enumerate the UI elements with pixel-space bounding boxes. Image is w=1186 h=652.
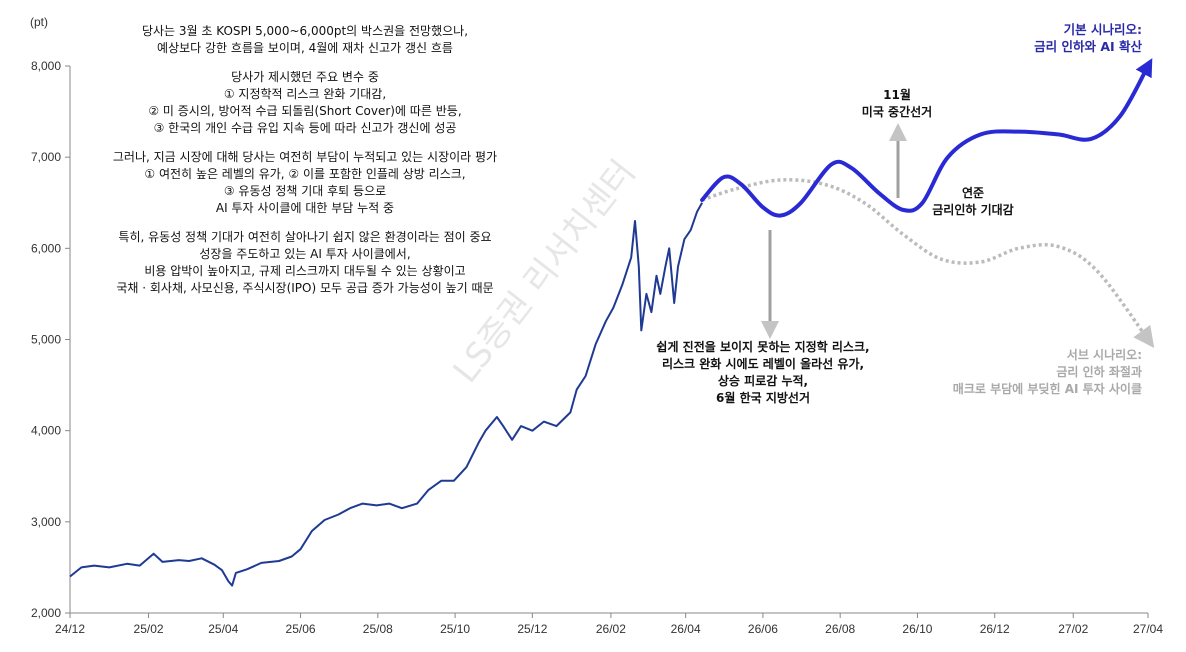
commentary-line: 당사가 제시했던 주요 변수 중 — [231, 70, 379, 84]
x-tick-label: 24/12 — [55, 622, 85, 636]
x-tick-label: 26/08 — [825, 622, 855, 636]
commentary-line: ② 미 증시의, 방어적 수급 되돌림(Short Cover)에 따른 반등, — [148, 104, 461, 118]
commentary-line: 그러나, 지금 시장에 대해 당사는 여전히 부담이 누적되고 있는 시장이라 … — [113, 150, 497, 164]
risk-line: 리스크 완화 시에도 레벨이 올라선 유가, — [662, 356, 864, 371]
election-annotation: 11월 미국 중간선거 — [862, 87, 932, 119]
sub-scenario-line-1: 서브 시나리오: — [1067, 347, 1142, 362]
y-tick-label: 8,000 — [31, 59, 61, 73]
commentary-line: ③ 유동성 정책 기대 후퇴 등으로 — [224, 183, 386, 198]
x-tick-label: 26/12 — [980, 622, 1010, 636]
base-scenario-line-1: 기본 시나리오: — [1064, 22, 1142, 37]
x-tick-label: 25/12 — [517, 622, 547, 636]
x-ticks: 24/12 25/02 25/04 25/06 25/08 25/10 25/12 26/02… — [55, 613, 1163, 636]
x-tick-label: 26/10 — [902, 622, 932, 636]
x-tick-label: 26/06 — [748, 622, 778, 636]
commentary-line: ① 여전히 높은 레벨의 유가, ② 이를 포함한 인플레 상방 리스크, — [144, 167, 465, 181]
sub-scenario-label: 서브 시나리오: 금리 인하 좌절과 매크로 부담에 부딪힌 AI 투자 사이클 — [953, 347, 1142, 396]
commentary-line: 당사는 3월 초 KOSPI 5,000~6,000pt의 박스권을 전망했으나… — [142, 24, 468, 38]
series-layer — [69, 58, 1155, 587]
risk-line: 쉽게 진전을 보이지 못하는 지정학 리스크, — [656, 339, 869, 354]
guide-arrows — [761, 123, 907, 339]
x-tick-label: 25/08 — [363, 622, 393, 636]
risk-annotation: 쉽게 진전을 보이지 못하는 지정학 리스크, 리스크 완화 시에도 레벨이 올라… — [656, 339, 869, 405]
commentary-line: 성장을 주도하고 있는 AI 투자 사이클에서, — [199, 247, 410, 261]
watermark: LS증권 리서치센터 — [446, 153, 644, 391]
y-tick-label: 6,000 — [31, 241, 61, 255]
y-tick-label: 7,000 — [31, 150, 61, 164]
election-line-1: 11월 — [883, 87, 911, 102]
x-tick-label: 25/04 — [208, 622, 238, 636]
x-tick-label: 25/10 — [440, 622, 470, 636]
base-scenario-label: 기본 시나리오: 금리 인하와 AI 확산 — [1034, 22, 1142, 54]
kospi-actual-line — [69, 202, 703, 587]
y-tick-label: 2,000 — [31, 606, 61, 620]
x-tick-label: 27/02 — [1058, 622, 1088, 636]
x-tick-label: 26/04 — [671, 622, 701, 636]
x-tick-label: 25/02 — [134, 622, 164, 636]
commentary-line: 특히, 유동성 정책 기대가 여전히 살아나기 쉽지 않은 환경이라는 점이 중… — [118, 229, 491, 244]
y-tick-label: 5,000 — [31, 333, 61, 347]
fed-line-1: 연준 — [962, 185, 984, 200]
x-tick-label: 27/04 — [1133, 622, 1163, 636]
fed-annotation: 연준 금리인하 기대감 — [932, 185, 1013, 217]
y-axis-unit: (pt) — [30, 15, 48, 29]
commentary-line: AI 투자 사이클에 대한 부담 누적 중 — [216, 201, 394, 215]
base-scenario-line-2: 금리 인하와 AI 확산 — [1034, 39, 1142, 54]
base-scenario-line — [700, 58, 1153, 218]
y-tick-label: 4,000 — [31, 424, 61, 438]
commentary-line: 비용 압박이 높아지고, 규제 리스크까지 대두될 수 있는 상황이고 — [144, 264, 465, 278]
fed-line-2: 금리인하 기대감 — [932, 202, 1013, 217]
axes: (pt) 2,000 3,000 4,000 5,000 6,000 7,000 8,000… — [30, 15, 1163, 636]
risk-line: 상승 피로감 누적, — [718, 373, 808, 388]
sub-scenario-line-3: 매크로 부담에 부딪힌 AI 투자 사이클 — [953, 381, 1142, 396]
commentary-line: ③ 한국의 개인 수급 유입 지속 등에 따라 신고가 갱신에 성공 — [154, 121, 457, 135]
x-tick-label: 25/06 — [286, 622, 316, 636]
commentary-line: ① 지정학적 리스크 완화 기대감, — [224, 87, 386, 101]
y-ticks: 2,000 3,000 4,000 5,000 6,000 7,000 8,000 — [31, 59, 70, 620]
risk-line: 6월 한국 지방선거 — [716, 390, 810, 405]
commentary-line: 국채 · 회사채, 사모신용, 주식시장(IPO) 모두 공급 증가 가능성이 … — [116, 281, 493, 295]
x-tick-label: 26/02 — [596, 622, 626, 636]
sub-scenario-line-2: 금리 인하 좌절과 — [1056, 364, 1142, 379]
y-tick-label: 3,000 — [31, 515, 61, 529]
election-line-2: 미국 중간선거 — [862, 104, 932, 119]
sub-scenario-line — [701, 178, 1155, 348]
commentary-line: 예상보다 강한 흐름을 보이며, 4월에 재차 신고가 갱신 흐름 — [157, 41, 453, 55]
top-commentary: 당사는 3월 초 KOSPI 5,000~6,000pt의 박스권을 전망했으나… — [113, 24, 497, 295]
